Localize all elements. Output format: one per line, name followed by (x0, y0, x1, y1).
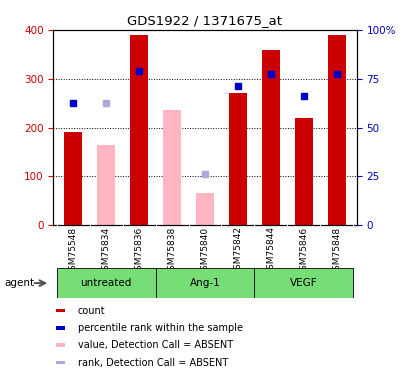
Text: value, Detection Call = ABSENT: value, Detection Call = ABSENT (77, 340, 232, 350)
Bar (294, 118, 312, 225)
Bar (56, 309, 65, 312)
Text: agent: agent (4, 278, 34, 288)
Bar (56, 344, 65, 347)
Bar (155, 268, 254, 298)
Bar (97, 145, 115, 225)
Text: VEGF: VEGF (290, 278, 317, 288)
Bar (56, 268, 155, 298)
Bar (254, 268, 353, 298)
Bar (196, 194, 213, 225)
Bar (162, 110, 181, 225)
Bar (327, 35, 345, 225)
Text: count: count (77, 306, 105, 315)
Text: rank, Detection Call = ABSENT: rank, Detection Call = ABSENT (77, 358, 227, 368)
Bar (130, 35, 148, 225)
Bar (64, 132, 82, 225)
Text: percentile rank within the sample: percentile rank within the sample (77, 323, 242, 333)
Bar (228, 93, 247, 225)
Title: GDS1922 / 1371675_at: GDS1922 / 1371675_at (127, 15, 282, 27)
Text: Ang-1: Ang-1 (189, 278, 220, 288)
Bar (261, 50, 279, 225)
Text: untreated: untreated (80, 278, 131, 288)
Bar (56, 326, 65, 330)
Bar (56, 361, 65, 364)
